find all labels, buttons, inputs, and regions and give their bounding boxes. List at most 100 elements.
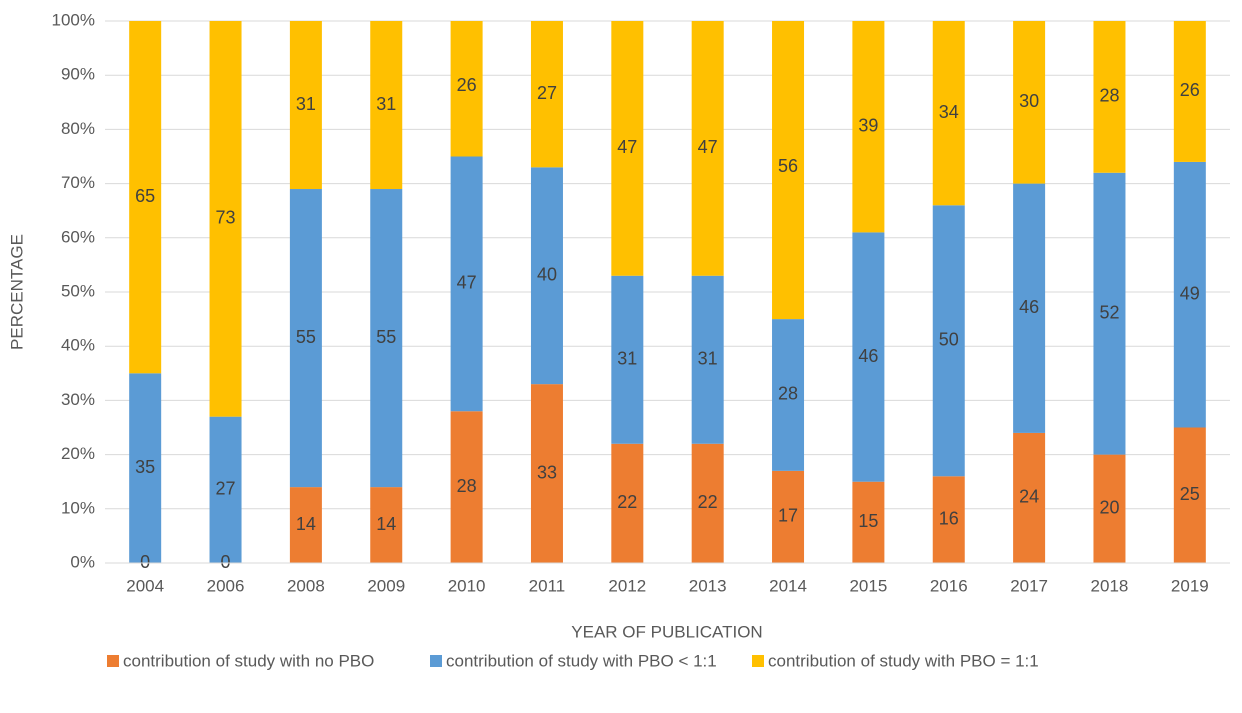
bar-segment bbox=[772, 21, 805, 320]
y-tick-label: 20% bbox=[61, 444, 95, 463]
data-label: 27 bbox=[537, 83, 557, 103]
bar-segment bbox=[289, 189, 322, 488]
y-tick-label: 90% bbox=[61, 65, 95, 84]
data-label: 52 bbox=[1099, 302, 1119, 322]
data-label: 55 bbox=[376, 327, 396, 347]
data-label: 47 bbox=[617, 137, 637, 157]
data-label: 16 bbox=[939, 508, 959, 528]
x-tick-label: 2012 bbox=[608, 576, 646, 595]
bar-segment bbox=[691, 443, 724, 563]
bar-segment bbox=[772, 470, 805, 563]
y-tick-label: 70% bbox=[61, 173, 95, 192]
bar-segment bbox=[1093, 21, 1126, 173]
y-tick-label: 40% bbox=[61, 336, 95, 355]
data-labels: 0 35 65 0 27 73 14 55 31 14 55 31 28 47 26 33 40 27 22 31 47… bbox=[135, 75, 1200, 572]
data-label: 40 bbox=[537, 264, 557, 284]
data-label: 73 bbox=[216, 208, 236, 228]
bar-segment bbox=[450, 411, 483, 563]
data-label: 28 bbox=[457, 476, 477, 496]
y-tick-label: 0% bbox=[70, 552, 95, 571]
bar-segment bbox=[289, 21, 322, 190]
bar-segment bbox=[772, 319, 805, 471]
data-label: 56 bbox=[778, 156, 798, 176]
bar-segment bbox=[1093, 172, 1126, 455]
bar-segment bbox=[530, 384, 563, 563]
data-label: 31 bbox=[698, 349, 718, 369]
data-label: 20 bbox=[1099, 498, 1119, 518]
bar-segment bbox=[1013, 432, 1046, 563]
data-label: 46 bbox=[1019, 297, 1039, 317]
bar-segment bbox=[852, 21, 885, 233]
legend-swatch bbox=[752, 655, 764, 667]
y-tick-label: 30% bbox=[61, 390, 95, 409]
data-label: 17 bbox=[778, 506, 798, 526]
x-tick-label: 2010 bbox=[448, 576, 486, 595]
data-label: 26 bbox=[457, 75, 477, 95]
x-tick-label: 2017 bbox=[1010, 576, 1048, 595]
x-tick-label: 2013 bbox=[689, 576, 727, 595]
data-label: 65 bbox=[135, 186, 155, 206]
data-label: 31 bbox=[296, 94, 316, 114]
data-label: 30 bbox=[1019, 91, 1039, 111]
data-label: 50 bbox=[939, 330, 959, 350]
x-tick-label: 2016 bbox=[930, 576, 968, 595]
bar-segment bbox=[611, 21, 644, 276]
x-tick-label: 2006 bbox=[207, 576, 245, 595]
bar-segment bbox=[932, 205, 965, 477]
y-tick-label: 60% bbox=[61, 227, 95, 246]
bar-segment bbox=[932, 476, 965, 563]
data-label: 22 bbox=[698, 492, 718, 512]
bar-segment bbox=[1173, 427, 1206, 563]
y-tick-label: 10% bbox=[61, 498, 95, 517]
data-label: 27 bbox=[216, 479, 236, 499]
data-label: 25 bbox=[1180, 484, 1200, 504]
x-axis-title: YEAR OF PUBLICATION bbox=[571, 622, 762, 641]
data-label: 22 bbox=[617, 492, 637, 512]
y-tick-label: 80% bbox=[61, 119, 95, 138]
bar-segment bbox=[932, 21, 965, 206]
data-label: 15 bbox=[858, 511, 878, 531]
bars bbox=[129, 21, 1206, 563]
bar-segment bbox=[450, 21, 483, 157]
data-label: 28 bbox=[1099, 86, 1119, 106]
y-tick-label: 50% bbox=[61, 281, 95, 300]
x-tick-label: 2009 bbox=[367, 576, 405, 595]
data-label: 34 bbox=[939, 102, 959, 122]
data-label: 55 bbox=[296, 327, 316, 347]
data-label: 0 bbox=[140, 552, 150, 572]
bar-segment bbox=[852, 232, 885, 482]
x-tick-label: 2014 bbox=[769, 576, 807, 595]
bar-segment bbox=[1173, 161, 1206, 428]
bar-segment bbox=[370, 487, 403, 563]
legend-label: contribution of study with PBO = 1:1 bbox=[768, 651, 1039, 670]
bar-segment bbox=[852, 481, 885, 563]
bar-segment bbox=[1093, 454, 1126, 563]
data-label: 46 bbox=[858, 346, 878, 366]
y-tick-label: 100% bbox=[52, 10, 95, 29]
bar-segment bbox=[289, 487, 322, 563]
x-tick-label: 2004 bbox=[126, 576, 164, 595]
data-label: 31 bbox=[376, 94, 396, 114]
bar-segment bbox=[129, 21, 162, 374]
legend-label: contribution of study with no PBO bbox=[123, 651, 374, 670]
x-tick-label: 2019 bbox=[1171, 576, 1209, 595]
bar-segment bbox=[530, 21, 563, 168]
bar-segment bbox=[530, 167, 563, 385]
data-label: 35 bbox=[135, 457, 155, 477]
legend-swatch bbox=[107, 655, 119, 667]
bar-segment bbox=[1173, 21, 1206, 162]
bar-segment bbox=[129, 373, 162, 563]
bar-segment bbox=[1013, 21, 1046, 184]
bar-segment bbox=[1013, 183, 1046, 433]
data-label: 33 bbox=[537, 462, 557, 482]
bar-segment bbox=[691, 21, 724, 276]
legend-label: contribution of study with PBO < 1:1 bbox=[446, 651, 717, 670]
bar-segment bbox=[209, 21, 242, 417]
x-tick-label: 2011 bbox=[529, 576, 566, 595]
bar-segment bbox=[450, 156, 483, 412]
data-label: 14 bbox=[296, 514, 316, 534]
data-label: 26 bbox=[1180, 80, 1200, 100]
bar-segment bbox=[370, 21, 403, 190]
bar-segment bbox=[691, 275, 724, 444]
